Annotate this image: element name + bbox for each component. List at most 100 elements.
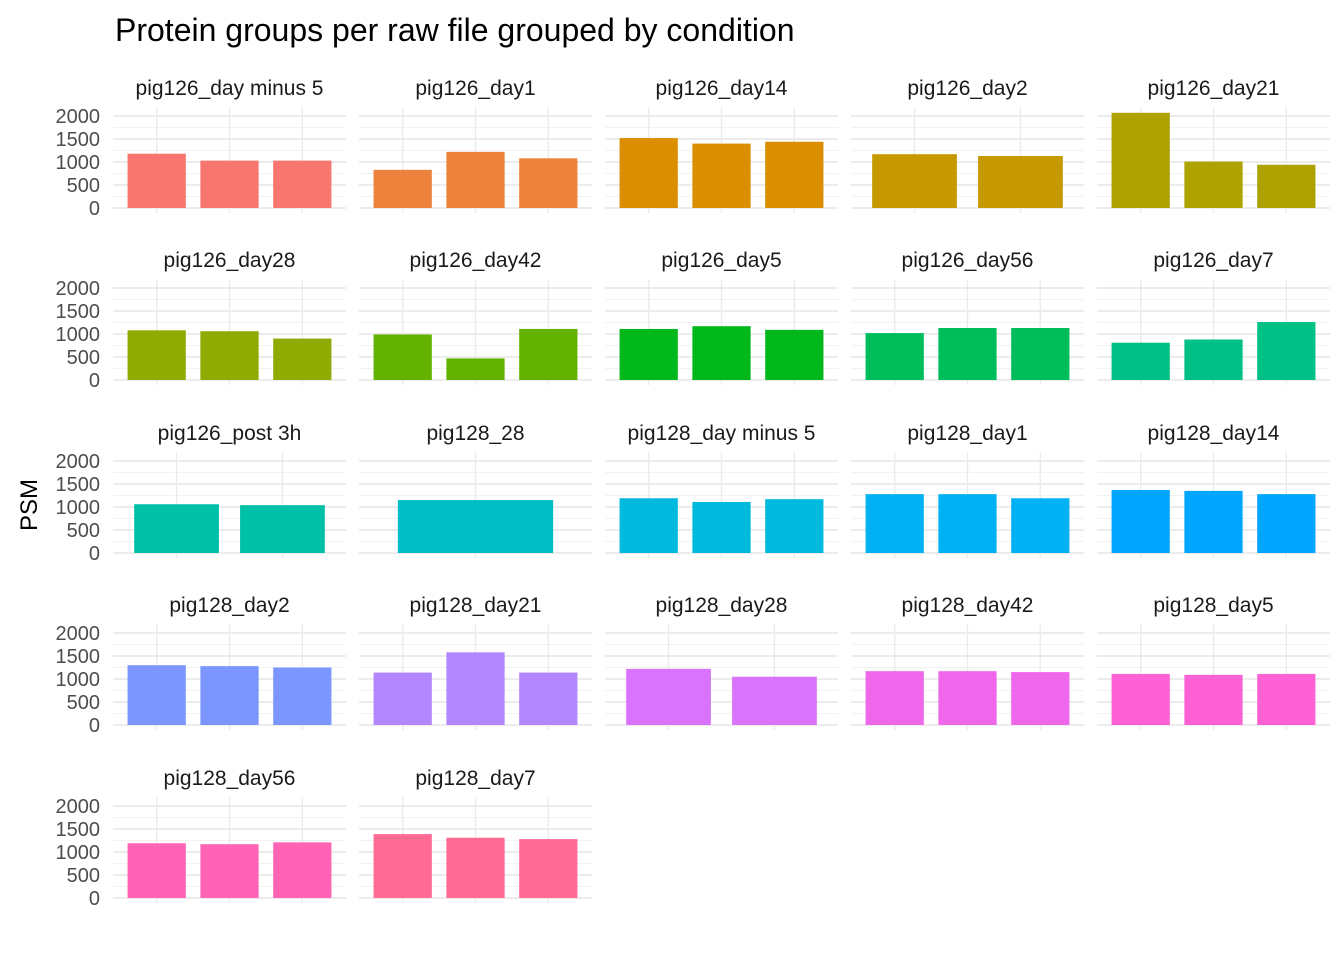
facet-panel: pig126_day21 xyxy=(1097,77,1330,213)
facet-strip-label: pig126_day21 xyxy=(1148,77,1280,100)
bar xyxy=(519,672,578,725)
facet-strip-label: pig128_day28 xyxy=(656,594,788,617)
facet-strip-label: pig126_day minus 5 xyxy=(136,77,324,100)
facet-strip-label: pig126_day7 xyxy=(1153,249,1273,272)
facet-strip-label: pig126_day56 xyxy=(902,249,1034,272)
facet-panel: pig126_day7 xyxy=(1097,249,1330,385)
bar xyxy=(865,671,924,725)
facet-strip-label: pig126_day28 xyxy=(164,249,296,272)
bar xyxy=(127,665,186,725)
bar xyxy=(273,667,332,725)
facet-panel: pig126_day42 xyxy=(359,249,592,385)
bar xyxy=(1011,328,1070,380)
facet-strip-label: pig128_day5 xyxy=(1153,594,1273,617)
bar xyxy=(1111,112,1170,208)
bar xyxy=(373,672,432,725)
bar xyxy=(373,169,432,208)
bar xyxy=(519,158,578,208)
bar xyxy=(692,501,751,553)
y-tick-label: 2000 xyxy=(56,278,101,300)
bar xyxy=(200,666,259,725)
y-tick-label: 0 xyxy=(89,715,100,737)
facet-strip-label: pig128_day7 xyxy=(415,767,535,790)
bar xyxy=(938,494,997,553)
facet-strip-label: pig128_day42 xyxy=(902,594,1034,617)
facet-strip-label: pig128_day minus 5 xyxy=(628,422,816,445)
bar xyxy=(1257,673,1316,725)
bar xyxy=(938,328,997,380)
facet-strip-label: pig128_28 xyxy=(426,422,524,445)
bar xyxy=(692,326,751,380)
bar xyxy=(273,338,332,380)
facet-strip-label: pig128_day56 xyxy=(164,767,296,790)
facet-strip-label: pig126_day5 xyxy=(661,249,781,272)
bar xyxy=(978,156,1063,208)
bar xyxy=(865,494,924,553)
y-tick-label: 2000 xyxy=(56,451,101,473)
bar xyxy=(127,843,186,898)
facet-strip-label: pig128_day14 xyxy=(1148,422,1280,445)
y-tick-label: 1000 xyxy=(56,324,101,346)
chart-title: Protein groups per raw file grouped by c… xyxy=(115,12,795,48)
y-tick-label: 500 xyxy=(67,692,100,714)
bar xyxy=(872,154,957,208)
bar xyxy=(619,328,678,380)
facet-panels: pig126_day minus 50500100015002000pig126… xyxy=(56,77,1330,910)
bar xyxy=(519,839,578,898)
bar xyxy=(692,143,751,208)
bar xyxy=(127,153,186,208)
facet-panel: pig128_day7 xyxy=(359,767,592,903)
y-tick-label: 1500 xyxy=(56,129,101,151)
bar xyxy=(1184,490,1243,553)
y-axis-label: PSM xyxy=(16,479,43,531)
facet-strip-label: pig126_day1 xyxy=(415,77,535,100)
facet-strip-label: pig126_day14 xyxy=(656,77,788,100)
bar xyxy=(619,138,678,208)
bar xyxy=(373,334,432,380)
bar xyxy=(200,844,259,898)
facet-strip-label: pig126_post 3h xyxy=(158,422,302,445)
facet-strip-label: pig128_day1 xyxy=(907,422,1027,445)
facet-strip-label: pig128_day2 xyxy=(169,594,289,617)
bar xyxy=(273,160,332,208)
y-tick-label: 1000 xyxy=(56,497,101,519)
bar xyxy=(1011,498,1070,553)
bar xyxy=(397,500,554,553)
facet-panel: pig128_day5 xyxy=(1097,594,1330,730)
facet-panel: pig126_day14 xyxy=(605,77,838,213)
facet-panel: pig128_28 xyxy=(359,422,592,558)
bar xyxy=(1257,164,1316,208)
facet-panel: pig126_day1 xyxy=(359,77,592,213)
facet-panel: pig126_day56 xyxy=(851,249,1084,385)
y-tick-label: 0 xyxy=(89,543,100,565)
facet-strip-label: pig128_day21 xyxy=(410,594,542,617)
bar xyxy=(1111,673,1170,725)
bar xyxy=(200,160,259,208)
bar xyxy=(626,668,711,725)
bar xyxy=(619,498,678,553)
bar xyxy=(1184,161,1243,208)
bar xyxy=(134,504,219,553)
y-tick-label: 500 xyxy=(67,347,100,369)
y-tick-label: 500 xyxy=(67,865,100,887)
facet-strip-label: pig126_day2 xyxy=(907,77,1027,100)
y-tick-label: 0 xyxy=(89,198,100,220)
y-tick-label: 0 xyxy=(89,370,100,392)
facet-panel: pig128_day14 xyxy=(1097,422,1330,558)
bar xyxy=(446,652,505,725)
y-tick-label: 2000 xyxy=(56,796,101,818)
bar xyxy=(938,671,997,725)
y-tick-label: 1000 xyxy=(56,842,101,864)
facet-panel: pig128_day minus 5 xyxy=(605,422,838,558)
facet-panel: pig126_day5 xyxy=(605,249,838,385)
y-tick-label: 500 xyxy=(67,520,100,542)
bar xyxy=(1111,489,1170,553)
bar xyxy=(1257,322,1316,380)
y-tick-label: 1500 xyxy=(56,301,101,323)
bar xyxy=(127,330,186,380)
bar xyxy=(765,499,824,553)
